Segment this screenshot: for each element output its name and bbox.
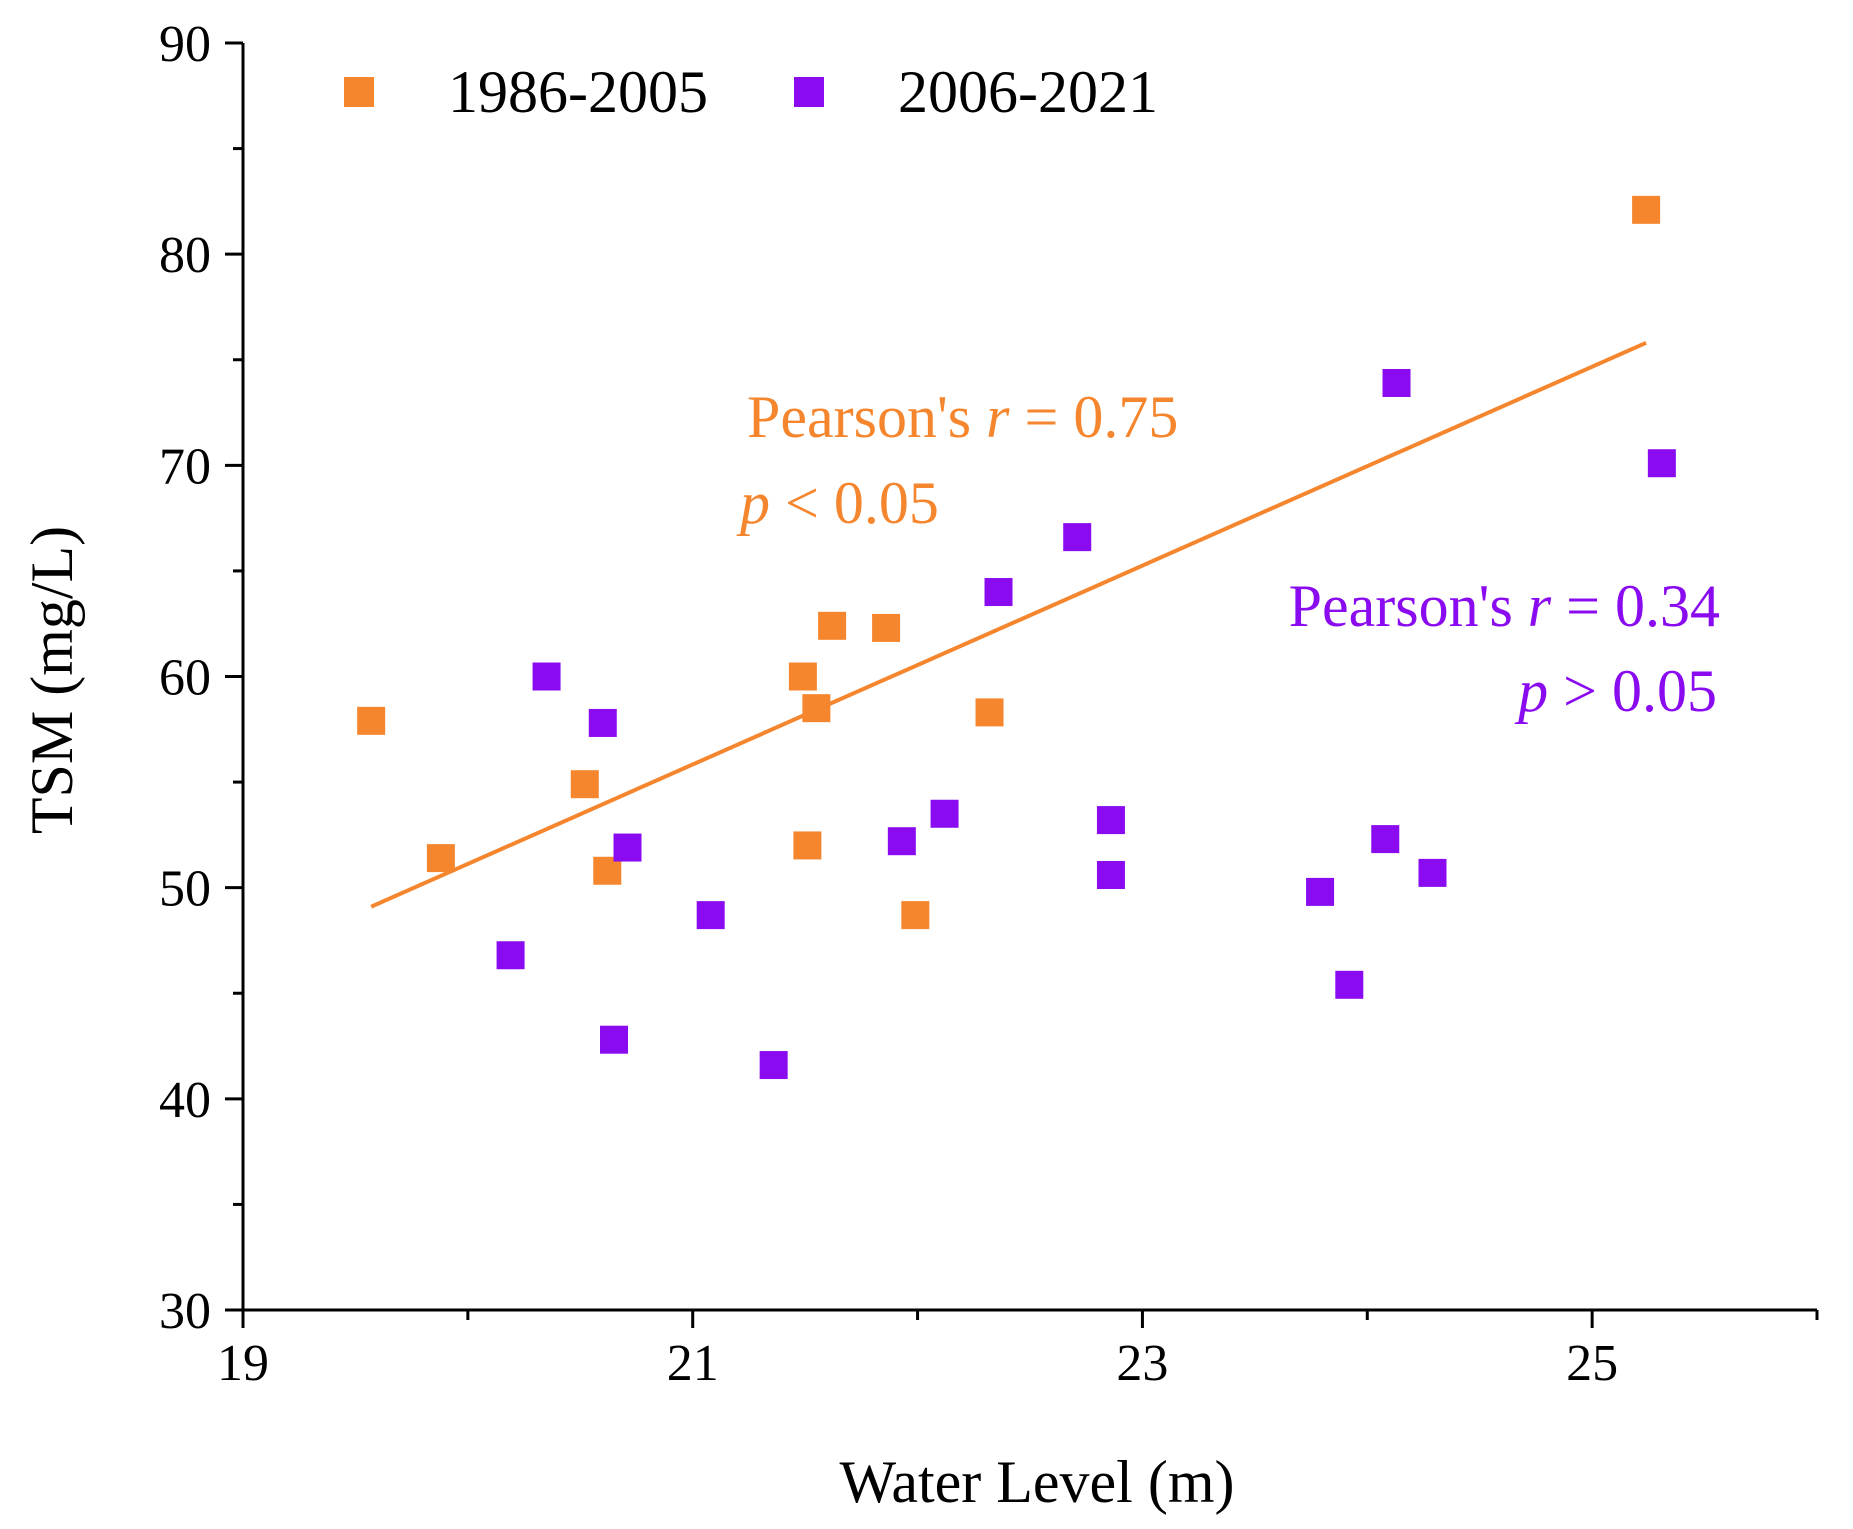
point-2006-2021 bbox=[1335, 970, 1364, 999]
point-2006-2021 bbox=[613, 833, 642, 862]
point-2006-2021 bbox=[1647, 449, 1676, 478]
trendline-1986-2005 bbox=[370, 341, 1647, 909]
data-points bbox=[357, 195, 1676, 1080]
legend-label-2006-2021: 2006-2021 bbox=[898, 59, 1158, 125]
y-tick-label: 40 bbox=[159, 1072, 211, 1129]
x-tick-label: 23 bbox=[1116, 1335, 1168, 1392]
y-axis-title: TSM (mg/L) bbox=[19, 526, 85, 834]
point-1986-2005 bbox=[793, 831, 822, 860]
y-tick-label: 70 bbox=[159, 438, 211, 495]
point-2006-2021 bbox=[532, 662, 561, 691]
point-1986-2005 bbox=[975, 698, 1004, 727]
point-1986-2005 bbox=[802, 694, 831, 723]
point-1986-2005 bbox=[872, 613, 901, 642]
x-tick-label: 25 bbox=[1566, 1335, 1618, 1392]
point-1986-2005 bbox=[357, 706, 386, 735]
point-2006-2021 bbox=[759, 1051, 788, 1080]
y-tick-label: 30 bbox=[159, 1283, 211, 1340]
x-axis-title: Water Level (m) bbox=[840, 1449, 1235, 1515]
point-2006-2021 bbox=[930, 799, 959, 828]
point-2006-2021 bbox=[1096, 860, 1125, 889]
y-tick-label: 50 bbox=[159, 861, 211, 918]
legend-swatch-2006-2021 bbox=[794, 77, 824, 107]
point-1986-2005 bbox=[818, 611, 847, 640]
point-2006-2021 bbox=[1096, 806, 1125, 835]
legend-label-1986-2005: 1986-2005 bbox=[448, 59, 708, 125]
point-2006-2021 bbox=[1371, 825, 1400, 854]
annotation-1986-2005-p-value: p < 0.05 bbox=[736, 470, 939, 536]
y-tick-label: 80 bbox=[159, 227, 211, 284]
y-tick-label: 90 bbox=[159, 16, 211, 73]
point-2006-2021 bbox=[1306, 877, 1335, 906]
x-tick-label: 21 bbox=[667, 1335, 719, 1392]
annotation-2006-2021-pearson: Pearson's r = 0.34 bbox=[1289, 573, 1720, 639]
point-1986-2005 bbox=[426, 844, 455, 873]
axes: 19 21 23 25 30 40 50 60 70 80 90 bbox=[159, 16, 1819, 1392]
point-2006-2021 bbox=[1063, 523, 1092, 552]
point-2006-2021 bbox=[1418, 858, 1447, 887]
point-2006-2021 bbox=[696, 901, 725, 930]
point-2006-2021 bbox=[984, 578, 1013, 607]
point-1986-2005 bbox=[570, 770, 599, 799]
point-1986-2005 bbox=[788, 662, 817, 691]
y-tick-label: 60 bbox=[159, 650, 211, 707]
trendlines bbox=[370, 341, 1647, 909]
annotation-2006-2021-p-value: p > 0.05 bbox=[1514, 658, 1717, 724]
point-1986-2005 bbox=[901, 901, 930, 930]
annotation-1986-2005-pearson: Pearson's r = 0.75 bbox=[747, 384, 1178, 450]
x-tick-label: 19 bbox=[217, 1335, 269, 1392]
point-2006-2021 bbox=[496, 941, 525, 970]
legend-swatch-1986-2005 bbox=[344, 77, 374, 107]
point-2006-2021 bbox=[600, 1025, 629, 1054]
point-2006-2021 bbox=[887, 827, 916, 856]
point-2006-2021 bbox=[588, 708, 617, 737]
point-1986-2005 bbox=[1632, 195, 1661, 224]
point-2006-2021 bbox=[1382, 368, 1411, 397]
legend: 1986-2005 2006-2021 bbox=[344, 59, 1158, 125]
